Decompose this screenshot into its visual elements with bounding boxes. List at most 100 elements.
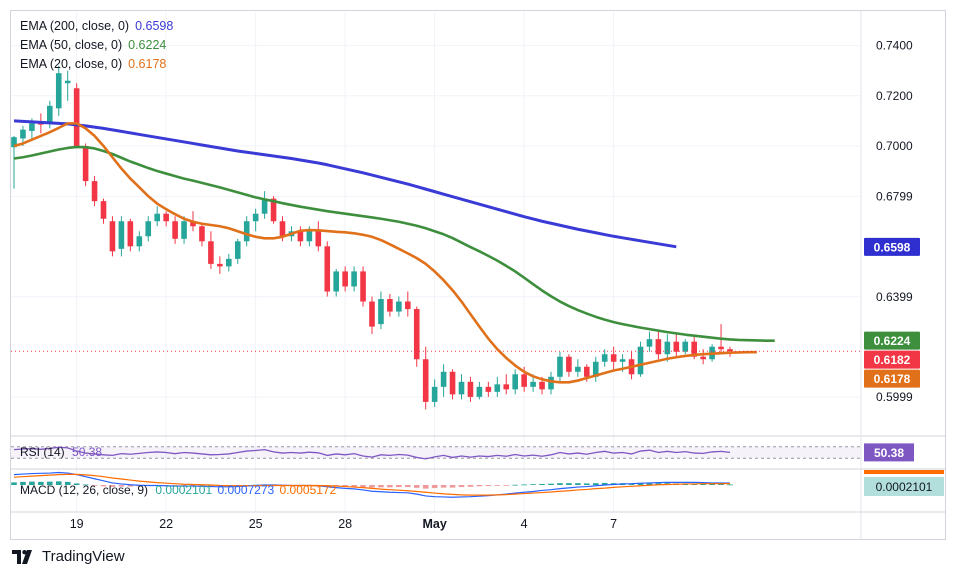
ema50-legend-label: EMA (50, close, 0) — [20, 38, 123, 52]
price-badge: 0.6224 — [864, 331, 920, 350]
candle-down — [324, 246, 331, 292]
candle-down — [691, 341, 697, 357]
candle-up — [243, 221, 250, 242]
candle-down — [91, 181, 98, 202]
candle-up — [29, 123, 35, 131]
rsi-line — [13, 446, 731, 460]
ema20-legend[interactable]: EMA (20, close, 0) 0.6178 — [20, 57, 166, 71]
macd-histogram-bar — [64, 481, 71, 485]
macd-legend-value-signal: 0.0005172 — [279, 483, 337, 497]
rsi-band — [11, 446, 860, 459]
macd-histogram-bar — [592, 483, 599, 485]
macd-histogram-bar — [342, 485, 348, 487]
candle-down — [360, 271, 366, 302]
candle-up — [145, 221, 152, 237]
macd-legend-value-macd: 0.0007273 — [217, 483, 275, 497]
rsi-legend[interactable]: RSI (14) 50.38 — [20, 445, 102, 459]
macd-histogram-bar — [503, 485, 510, 486]
candle-down — [700, 356, 706, 360]
time-tick-label: 19 — [70, 517, 84, 531]
price-badge-label: 0.6182 — [874, 353, 911, 367]
candle-up — [646, 339, 653, 347]
candle-up — [47, 105, 53, 124]
candle-down — [73, 88, 80, 146]
macd-histogram-bar — [20, 481, 26, 485]
macd-histogram-bar — [467, 485, 474, 487]
macd-histogram-bar — [118, 485, 125, 487]
macd-legend[interactable]: MACD (12, 26, close, 9) 0.0002101 0.0007… — [20, 483, 336, 497]
candle-up — [458, 381, 465, 395]
macd-histogram-bar — [369, 485, 375, 488]
candle-up — [118, 221, 125, 249]
candle-down — [539, 381, 545, 390]
macd-histogram-bar — [387, 485, 393, 488]
ema200-line — [13, 119, 677, 249]
time-tick-label: 22 — [159, 517, 173, 531]
price-tick-label: 0.6399 — [876, 290, 913, 304]
candle-up — [575, 366, 581, 372]
candle-down — [718, 346, 724, 350]
tradingview-logo-text: TradingView — [42, 548, 125, 565]
ema20-legend-value: 0.6178 — [128, 57, 167, 71]
macd-badge-bg — [864, 477, 944, 496]
candle-down — [485, 386, 492, 392]
candle-up — [181, 221, 187, 239]
candle-up — [64, 80, 71, 84]
price-badge: 0.6598 — [864, 237, 920, 256]
ema200-legend-label: EMA (200, close, 0) — [20, 19, 130, 33]
candle-up — [664, 341, 671, 355]
macd-histogram-bar — [575, 483, 581, 485]
price-tick-label: 0.7000 — [876, 139, 913, 153]
macd-histogram-bar — [530, 484, 536, 486]
ema50-legend[interactable]: EMA (50, close, 0) 0.6224 — [20, 38, 166, 52]
candle-up — [252, 213, 259, 222]
candle-up — [476, 386, 483, 397]
candle-down — [413, 309, 420, 360]
candle-up — [136, 236, 143, 247]
macd-histogram-bar — [199, 485, 205, 487]
macd-histogram-bar — [440, 485, 447, 488]
macd-histogram-bar — [539, 483, 545, 485]
price-badge-bg — [864, 369, 920, 388]
time-tick-label: 25 — [249, 517, 263, 531]
ema200-legend[interactable]: EMA (200, close, 0) 0.6598 — [20, 19, 173, 33]
candle-down — [467, 381, 474, 397]
price-badge-label: 0.6178 — [874, 372, 911, 386]
ema50-line — [13, 145, 775, 342]
candle-down — [163, 213, 169, 222]
macd-histogram-bar — [557, 483, 563, 485]
time-tick-label: 28 — [338, 517, 352, 531]
candle-down — [279, 221, 286, 237]
macd-histogram-bar — [181, 485, 187, 486]
tradingview-logo[interactable]: TradingView — [12, 548, 125, 565]
macd-histogram-bar — [548, 483, 554, 485]
price-badge-label: 0.6224 — [874, 334, 911, 348]
price-badge-bg — [864, 331, 920, 350]
rsi-badge-bg — [864, 443, 914, 462]
candle-down — [422, 359, 429, 402]
candle-up — [154, 213, 160, 222]
macd-histogram-bar — [718, 483, 724, 485]
candle-down — [369, 301, 375, 327]
macd-histogram-bar — [637, 483, 644, 485]
macd-signal-marker — [864, 470, 944, 474]
rsi-badge: 50.38 — [864, 443, 914, 462]
price-badge: 0.6178 — [864, 369, 920, 388]
macd-histogram-bar — [378, 485, 384, 488]
macd-histogram-bar — [91, 485, 98, 486]
candle-down — [208, 241, 214, 264]
candle-down — [270, 198, 277, 222]
macd-histogram-bar — [360, 485, 366, 488]
price-tick-label: 0.6799 — [876, 189, 913, 203]
candle-down — [503, 384, 510, 390]
candle-up — [512, 374, 518, 390]
candle-down — [673, 341, 680, 352]
candle-down — [217, 263, 223, 267]
macd-histogram-bar — [601, 482, 608, 485]
candle-down — [100, 201, 107, 219]
candle-up — [378, 299, 384, 325]
candle-up — [333, 271, 339, 292]
price-badge-bg — [864, 237, 920, 256]
price-badge-bg — [864, 350, 920, 369]
